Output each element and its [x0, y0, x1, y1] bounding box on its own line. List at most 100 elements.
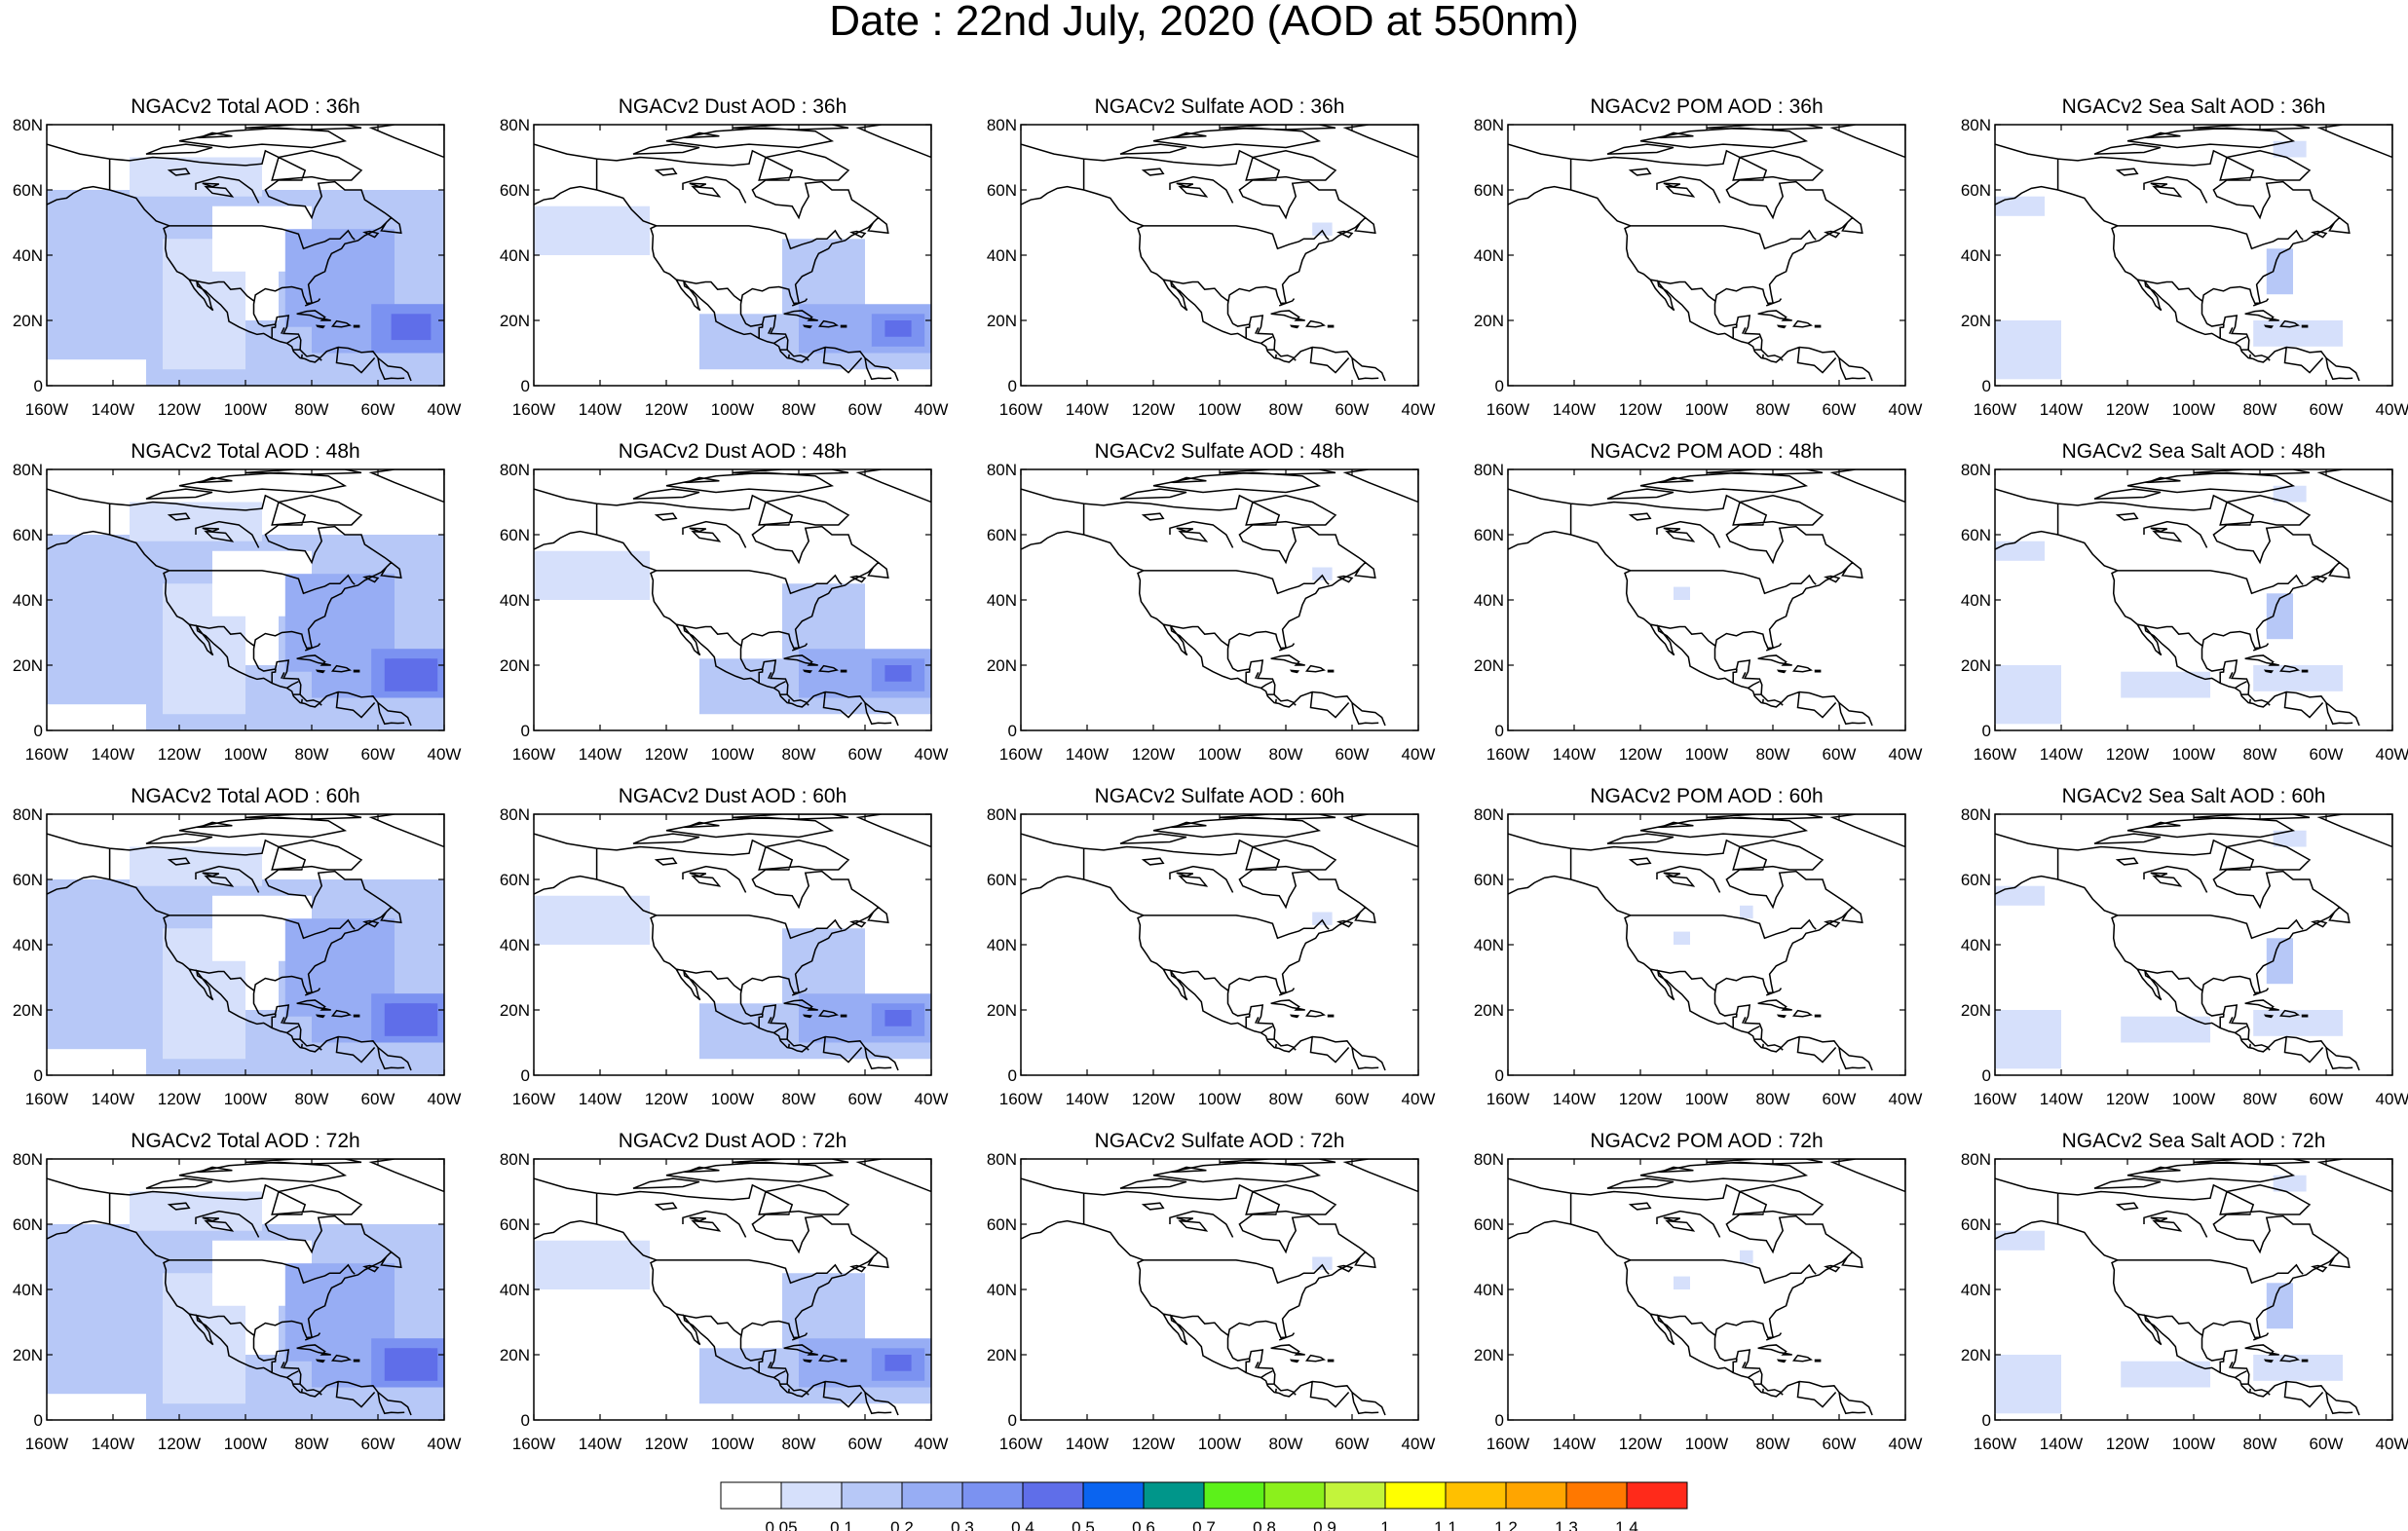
lat-tick-label: 60N [1474, 526, 1504, 544]
lon-tick-label: 140W [579, 1435, 621, 1453]
aod-shading [130, 1191, 262, 1231]
map-panel-pom-1: NGACv2 POM AOD : 48h 80N 60N 40N 20N 0 160W 140… [1474, 440, 1923, 764]
aod-shading [884, 320, 912, 337]
lon-tick-label: 80W [782, 1435, 816, 1453]
lon-tick-label: 60W [1823, 1435, 1857, 1453]
aod-shading [1312, 567, 1333, 580]
lon-tick-label: 140W [1066, 1435, 1109, 1453]
map-panel-dust-1: NGACv2 Dust AOD : 48h 80N 60N 40N 20N 0 160W 14… [500, 440, 949, 764]
lat-tick-label: 20N [1474, 1001, 1504, 1020]
lon-tick-label: 40W [2376, 745, 2408, 764]
lon-tick-label: 160W [1974, 1090, 2016, 1108]
lat-tick-label: 80N [1961, 116, 1991, 134]
aod-shading [1995, 1355, 2061, 1414]
colorbar-label: 0.7 [1192, 1518, 1216, 1531]
aod-shading [1312, 1256, 1333, 1270]
lon-tick-label: 100W [1685, 1090, 1728, 1108]
lon-tick-label: 160W [25, 745, 68, 764]
aod-shading [884, 665, 912, 682]
map-panel-sulfate-3: NGACv2 Sulfate AOD : 72h 80N 60N 40N 20N 0 160… [987, 1130, 1436, 1453]
lon-tick-label: 60W [361, 1090, 395, 1108]
colorbar-swatch [1565, 1481, 1628, 1510]
lat-tick-label: 20N [13, 656, 43, 675]
lat-tick-label: 60N [13, 181, 43, 200]
colorbar-label: 0.8 [1253, 1518, 1276, 1531]
lon-tick-label: 80W [782, 745, 816, 764]
lon-tick-label: 120W [158, 745, 201, 764]
lat-tick-label: 20N [500, 1346, 530, 1364]
colorbar-swatch [1384, 1481, 1447, 1510]
lon-tick-label: 100W [1198, 745, 1241, 764]
lon-tick-label: 60W [361, 745, 395, 764]
aod-shading [1995, 665, 2061, 725]
lat-tick-label: 60N [1474, 1215, 1504, 1234]
lon-tick-label: 120W [1619, 1435, 1662, 1453]
lon-tick-label: 80W [1756, 1090, 1790, 1108]
lon-tick-label: 40W [2376, 1090, 2408, 1108]
lat-tick-label: 40N [1474, 936, 1504, 954]
lon-tick-label: 100W [1685, 745, 1728, 764]
aod-shading [1740, 1250, 1753, 1264]
lon-tick-label: 60W [1336, 1435, 1370, 1453]
lon-tick-label: 100W [1685, 400, 1728, 419]
panel-title: NGACv2 Dust AOD : 36h [619, 95, 847, 118]
lon-tick-label: 160W [25, 400, 68, 419]
lon-tick-label: 140W [579, 400, 621, 419]
lat-tick-label: 40N [987, 591, 1017, 610]
lat-tick-label: 40N [500, 591, 530, 610]
lon-tick-label: 40W [2376, 1435, 2408, 1453]
lon-tick-label: 120W [645, 745, 688, 764]
lon-tick-label: 160W [1974, 400, 2016, 419]
lon-tick-label: 100W [2172, 745, 2215, 764]
lon-tick-label: 160W [25, 1090, 68, 1108]
aod-shading [1995, 320, 2061, 380]
lon-tick-label: 60W [361, 400, 395, 419]
lon-tick-label: 40W [1402, 1435, 1436, 1453]
colorbar-label: 1.3 [1555, 1518, 1578, 1531]
aod-shading [47, 359, 146, 386]
aod-shading [2266, 593, 2293, 640]
aod-shading [2253, 320, 2343, 347]
main-title: Date : 22nd July, 2020 (AOD at 550nm) [829, 0, 1579, 45]
lat-tick-label: 40N [500, 936, 530, 954]
aod-shading [2253, 1010, 2343, 1036]
lon-tick-label: 60W [1336, 745, 1370, 764]
lat-tick-label: 20N [500, 656, 530, 675]
aod-shading [2253, 1355, 2343, 1381]
lon-tick-label: 40W [428, 400, 462, 419]
panel-title: NGACv2 POM AOD : 48h [1590, 440, 1823, 463]
lon-tick-label: 120W [1132, 1435, 1175, 1453]
colorbar-label: 0.6 [1132, 1518, 1155, 1531]
lon-tick-label: 120W [645, 1090, 688, 1108]
lon-tick-label: 40W [1889, 745, 1923, 764]
colorbar-label: 0.2 [890, 1518, 914, 1531]
aod-shading [2273, 140, 2307, 158]
lat-tick-label: 40N [500, 246, 530, 265]
colorbar-label: 1.4 [1615, 1518, 1638, 1531]
lon-tick-label: 160W [512, 1435, 555, 1453]
lat-tick-label: 40N [13, 936, 43, 954]
aod-shading [47, 704, 146, 730]
map-panel-pom-0: NGACv2 POM AOD : 36h 80N 60N 40N 20N 0 160W 140… [1474, 95, 1923, 419]
lon-tick-label: 160W [1486, 400, 1529, 419]
colorbar-swatch [1505, 1481, 1567, 1510]
lon-tick-label: 120W [2106, 1435, 2149, 1453]
lon-tick-label: 140W [1553, 400, 1596, 419]
lat-tick-label: 80N [500, 116, 530, 134]
aod-shading [2266, 248, 2293, 295]
lat-tick-label: 20N [1961, 656, 1991, 675]
lon-tick-label: 140W [2040, 1090, 2083, 1108]
lat-tick-label: 40N [1961, 936, 1991, 954]
lat-tick-label: 40N [1474, 591, 1504, 610]
colorbar-swatch [961, 1481, 1024, 1510]
lon-tick-label: 100W [711, 1435, 754, 1453]
lon-tick-label: 120W [1132, 745, 1175, 764]
lon-tick-label: 80W [1269, 745, 1303, 764]
lat-tick-label: 80N [987, 805, 1017, 824]
aod-shading [1995, 1230, 2045, 1251]
lon-tick-label: 160W [999, 400, 1042, 419]
aod-shading [1312, 912, 1333, 925]
panel-title: NGACv2 Sulfate AOD : 72h [1095, 1130, 1345, 1152]
lat-tick-label: 80N [1474, 805, 1504, 824]
lat-tick-label: 60N [13, 1215, 43, 1234]
